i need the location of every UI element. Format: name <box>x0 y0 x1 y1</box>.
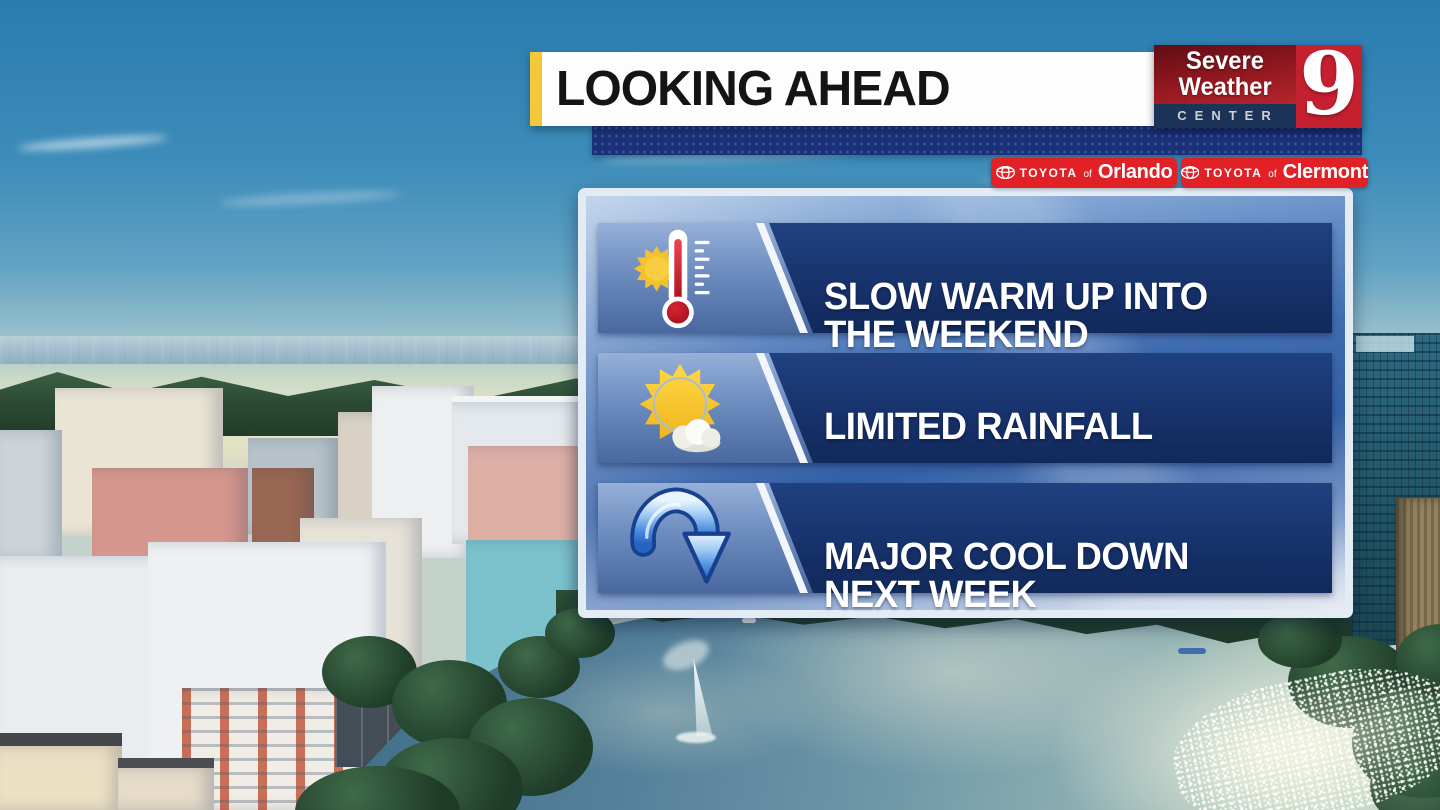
forecast-row: MAJOR COOL DOWN NEXT WEEK <box>598 483 1332 614</box>
building <box>0 733 122 810</box>
fountain-splash <box>676 732 716 743</box>
sponsor-toyota-clermont: TOYOTA of Clermont <box>1181 158 1368 187</box>
severe-weather-center-9-logo: Severe Weather CENTER 9 <box>1154 42 1362 128</box>
forecast-text-line: SLOW WARM UP INTO THE WEEKEND <box>824 276 1208 356</box>
cool-down-arrow-icon <box>630 487 732 584</box>
forecast-row-text-zone <box>769 483 1332 593</box>
sponsor-connector: of <box>1083 168 1092 180</box>
channel-9-number: 9 <box>1296 42 1362 128</box>
sun-thermometer-icon <box>633 229 710 329</box>
boat <box>742 618 756 623</box>
page-title-text: LOOKING AHEAD <box>556 62 951 116</box>
forecast-row: LIMITED RAINFALL <box>598 353 1332 463</box>
lake-fountain <box>658 633 742 756</box>
tower-glint <box>1356 336 1414 352</box>
sponsor-city: Orlando <box>1097 161 1173 183</box>
sponsor-city: Clermont <box>1282 161 1369 183</box>
forecast-row-text-zone <box>769 353 1332 463</box>
forecast-panel: SLOW WARM UP INTO THE WEEKEND <box>578 188 1353 618</box>
logo-line-severe: Severe <box>1186 47 1264 75</box>
sponsor-brand: TOYOTA <box>1204 165 1263 180</box>
forecast-row: SLOW WARM UP INTO THE WEEKEND <box>598 223 1332 354</box>
building <box>118 758 214 810</box>
sponsor-brand: TOYOTA <box>1019 165 1078 180</box>
logo-line-center: CENTER <box>1154 104 1296 128</box>
sponsor-connector: of <box>1268 168 1277 180</box>
toyota-logo-icon <box>995 166 1015 179</box>
fountain-mist <box>658 633 714 677</box>
yellow-accent-bar <box>530 52 542 126</box>
navy-underline-bar <box>592 124 1362 155</box>
logo-text-block: Severe Weather CENTER <box>1154 45 1296 128</box>
forecast-text-line: LIMITED RAINFALL <box>824 406 1153 448</box>
forecast-panel-background: SLOW WARM UP INTO THE WEEKEND <box>586 196 1345 614</box>
building <box>0 430 62 560</box>
forecast-text-line: MAJOR COOL DOWN NEXT WEEK <box>824 536 1190 616</box>
sponsor-toyota-orlando: TOYOTA of Orlando <box>991 158 1177 187</box>
boat <box>1178 648 1206 654</box>
sun-cloud-icon <box>639 363 721 453</box>
forecast-row-text-zone <box>769 223 1332 333</box>
logo-line-weather: Weather <box>1178 73 1272 101</box>
tree <box>1258 612 1342 668</box>
toyota-logo-icon <box>1181 166 1200 179</box>
